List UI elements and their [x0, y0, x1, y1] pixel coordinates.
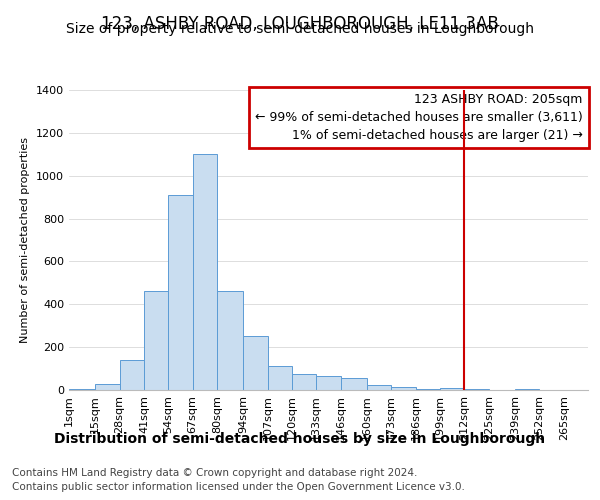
Text: 123, ASHBY ROAD, LOUGHBOROUGH, LE11 3AB: 123, ASHBY ROAD, LOUGHBOROUGH, LE11 3AB: [101, 15, 499, 33]
Bar: [217, 292, 243, 390]
Text: Contains public sector information licensed under the Open Government Licence v3: Contains public sector information licen…: [12, 482, 465, 492]
Bar: [243, 336, 268, 390]
Bar: [440, 388, 464, 390]
Text: Size of property relative to semi-detached houses in Loughborough: Size of property relative to semi-detach…: [66, 22, 534, 36]
Bar: [391, 387, 416, 390]
Text: Distribution of semi-detached houses by size in Loughborough: Distribution of semi-detached houses by …: [55, 432, 545, 446]
Y-axis label: Number of semi-detached properties: Number of semi-detached properties: [20, 137, 31, 343]
Bar: [69, 389, 95, 390]
Bar: [169, 195, 193, 390]
Bar: [193, 154, 217, 390]
Bar: [144, 292, 169, 390]
Bar: [515, 389, 539, 390]
Bar: [316, 376, 341, 390]
Bar: [268, 366, 292, 390]
Text: Contains HM Land Registry data © Crown copyright and database right 2024.: Contains HM Land Registry data © Crown c…: [12, 468, 418, 477]
Bar: [95, 384, 119, 390]
Bar: [416, 389, 440, 390]
Bar: [341, 378, 367, 390]
Bar: [367, 384, 391, 390]
Text: 123 ASHBY ROAD: 205sqm
← 99% of semi-detached houses are smaller (3,611)
1% of s: 123 ASHBY ROAD: 205sqm ← 99% of semi-det…: [255, 93, 583, 142]
Bar: [292, 374, 316, 390]
Bar: [119, 360, 144, 390]
Bar: [464, 389, 488, 390]
